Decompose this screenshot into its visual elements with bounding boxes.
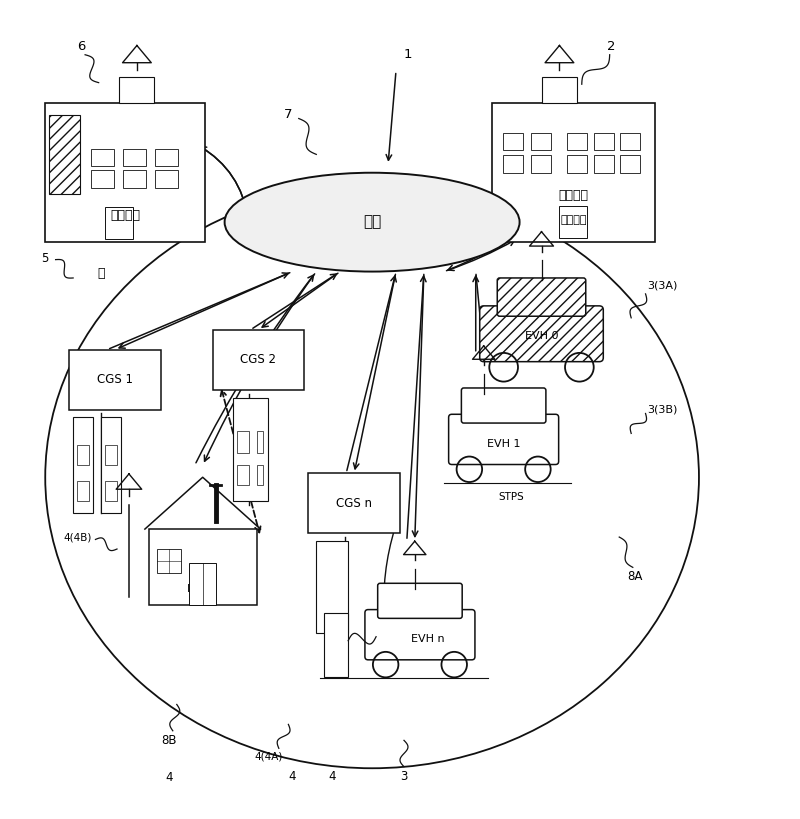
FancyBboxPatch shape bbox=[378, 583, 462, 618]
Text: EVH 0: EVH 0 bbox=[525, 331, 558, 342]
Text: 3(3B): 3(3B) bbox=[647, 405, 678, 414]
FancyBboxPatch shape bbox=[77, 446, 89, 465]
FancyBboxPatch shape bbox=[257, 465, 263, 485]
FancyBboxPatch shape bbox=[105, 482, 117, 501]
FancyBboxPatch shape bbox=[503, 155, 522, 173]
Text: STPS: STPS bbox=[498, 492, 525, 502]
FancyBboxPatch shape bbox=[237, 431, 249, 454]
Text: CGS n: CGS n bbox=[336, 496, 372, 509]
Text: 1: 1 bbox=[404, 48, 412, 61]
FancyBboxPatch shape bbox=[567, 133, 587, 151]
FancyBboxPatch shape bbox=[46, 102, 205, 242]
Text: 5: 5 bbox=[42, 251, 49, 265]
FancyBboxPatch shape bbox=[73, 418, 93, 514]
FancyBboxPatch shape bbox=[542, 77, 577, 102]
FancyBboxPatch shape bbox=[237, 465, 249, 485]
FancyBboxPatch shape bbox=[105, 446, 117, 465]
FancyBboxPatch shape bbox=[123, 149, 146, 166]
Text: 8A: 8A bbox=[627, 570, 643, 583]
Text: 4: 4 bbox=[329, 770, 336, 783]
FancyBboxPatch shape bbox=[50, 115, 79, 194]
FancyBboxPatch shape bbox=[316, 541, 348, 633]
Text: EVH 1: EVH 1 bbox=[487, 439, 520, 449]
Text: 4: 4 bbox=[289, 770, 296, 783]
Text: 4: 4 bbox=[165, 771, 173, 785]
FancyBboxPatch shape bbox=[559, 206, 587, 238]
Text: 3: 3 bbox=[400, 770, 408, 783]
FancyBboxPatch shape bbox=[101, 418, 121, 514]
FancyBboxPatch shape bbox=[213, 330, 304, 390]
Text: DSTN: DSTN bbox=[187, 584, 218, 594]
FancyBboxPatch shape bbox=[257, 431, 263, 454]
Text: 2: 2 bbox=[607, 40, 615, 53]
FancyBboxPatch shape bbox=[119, 77, 154, 102]
Text: 6: 6 bbox=[77, 40, 86, 53]
Text: 网: 网 bbox=[98, 268, 105, 280]
FancyBboxPatch shape bbox=[462, 388, 546, 423]
FancyBboxPatch shape bbox=[149, 529, 257, 604]
FancyBboxPatch shape bbox=[233, 397, 269, 501]
FancyBboxPatch shape bbox=[189, 563, 216, 604]
FancyBboxPatch shape bbox=[324, 613, 348, 676]
Text: （基站）: （基站） bbox=[560, 215, 586, 224]
Text: CGS 2: CGS 2 bbox=[241, 353, 277, 366]
FancyBboxPatch shape bbox=[77, 482, 89, 501]
FancyBboxPatch shape bbox=[157, 549, 181, 573]
FancyBboxPatch shape bbox=[594, 155, 614, 173]
Text: 7: 7 bbox=[284, 108, 293, 121]
FancyBboxPatch shape bbox=[308, 473, 400, 533]
FancyBboxPatch shape bbox=[91, 149, 114, 166]
Text: 8B: 8B bbox=[161, 734, 177, 747]
FancyBboxPatch shape bbox=[91, 170, 114, 188]
FancyBboxPatch shape bbox=[449, 414, 558, 464]
FancyBboxPatch shape bbox=[620, 155, 640, 173]
FancyBboxPatch shape bbox=[594, 133, 614, 151]
FancyBboxPatch shape bbox=[69, 350, 161, 410]
Text: 网络: 网络 bbox=[363, 215, 382, 229]
Text: CGS 1: CGS 1 bbox=[97, 373, 133, 386]
FancyBboxPatch shape bbox=[498, 278, 586, 316]
Text: 服务中心: 服务中心 bbox=[558, 189, 588, 202]
FancyBboxPatch shape bbox=[530, 155, 550, 173]
FancyBboxPatch shape bbox=[480, 305, 603, 362]
Text: 4(4A): 4(4A) bbox=[254, 751, 282, 762]
FancyBboxPatch shape bbox=[620, 133, 640, 151]
FancyBboxPatch shape bbox=[105, 207, 133, 239]
FancyBboxPatch shape bbox=[530, 133, 550, 151]
FancyBboxPatch shape bbox=[155, 170, 178, 188]
FancyBboxPatch shape bbox=[155, 149, 178, 166]
FancyBboxPatch shape bbox=[503, 133, 522, 151]
FancyBboxPatch shape bbox=[365, 609, 475, 660]
FancyBboxPatch shape bbox=[123, 170, 146, 188]
Text: EVH n: EVH n bbox=[411, 634, 445, 644]
FancyBboxPatch shape bbox=[492, 102, 655, 242]
FancyBboxPatch shape bbox=[567, 155, 587, 173]
Text: 3(3A): 3(3A) bbox=[647, 281, 678, 291]
Text: 4(4B): 4(4B) bbox=[63, 532, 91, 542]
Text: 电力中心: 电力中心 bbox=[110, 210, 140, 222]
Ellipse shape bbox=[225, 173, 519, 272]
